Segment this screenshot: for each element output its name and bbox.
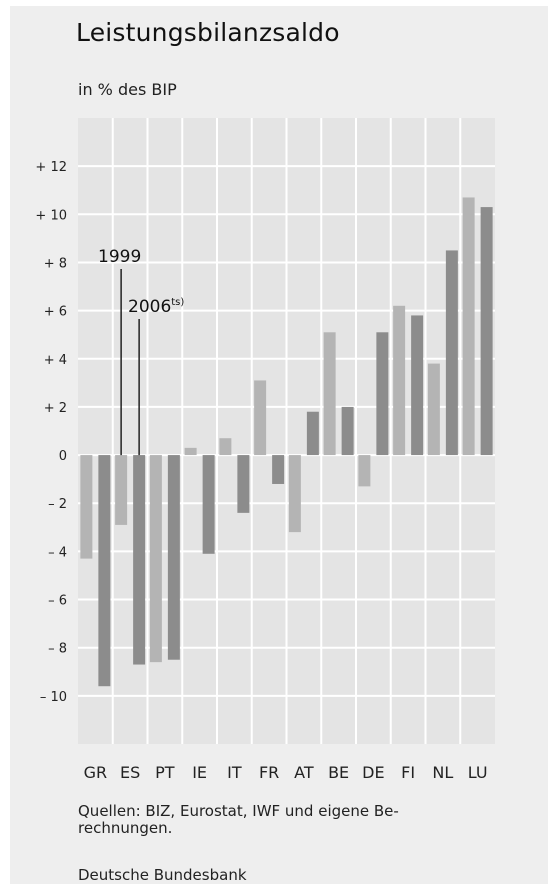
bar-1999-be [323,332,336,456]
publisher: Deutsche Bundesbank [78,866,247,884]
bar-2006-de [376,332,389,456]
bar-2006-gr [98,455,111,687]
y-tick-label: – 6 [48,594,67,609]
category-label: DE [362,763,384,782]
chart-subtitle: in % des BIP [78,80,177,99]
y-tick-label: + 12 [35,160,67,175]
source-note-line-1: Quellen: BIZ, Eurostat, IWF und eigene B… [78,802,399,820]
bar-2006-lu [480,207,493,456]
bar-1999-nl [427,363,440,456]
bar-1999-gr [80,455,93,559]
bar-2006-ie [202,455,215,554]
category-label: LU [468,763,488,782]
bar-chart: + 12 + 10 + 8 + 6 + 4 + 2 0 – 2 – 4 – 6 – 8 – 10 GR E… [35,118,495,782]
bar-1999-ie [184,447,197,456]
y-tick-label: 0 [59,449,67,464]
category-label: AT [294,763,314,782]
y-tick-label: + 10 [35,208,67,223]
bar-2006-nl [445,250,458,456]
bar-1999-it [219,438,232,456]
chart-panel: Leistungsbilanzsaldo in % des BIP + 12 + … [10,6,548,884]
category-label: GR [84,763,108,782]
chart-title: Leistungsbilanzsaldo [76,18,340,47]
bar-1999-pt [149,455,162,663]
y-tick-label: – 2 [48,497,67,512]
category-label: FR [259,763,279,782]
source-note-line-2: rechnungen. [78,819,173,837]
annotation-1999: 1999 [98,247,141,267]
bar-2006-es [133,455,146,665]
category-label: NL [432,763,453,782]
category-label: IE [192,763,207,782]
y-tick-label: + 8 [44,256,67,271]
bar-1999-fi [393,305,406,456]
y-tick-label: + 4 [44,353,67,368]
bar-2006-it [237,455,250,513]
bar-2006-be [341,406,354,456]
bar-1999-lu [462,197,475,456]
bar-2006-at [306,411,319,456]
annotation-2006-superscript: ts) [171,297,184,308]
bar-1999-es [115,455,128,525]
bar-2006-fi [411,315,424,456]
bar-1999-de [358,455,371,487]
annotation-2006: 2006ts) [128,297,184,317]
y-tick-label: + 6 [44,305,67,320]
bar-1999-at [288,455,301,533]
y-tick-label: – 10 [40,690,67,705]
bar-2006-fr [272,455,285,484]
bar-2006-pt [167,455,180,660]
category-label: PT [155,763,175,782]
y-tick-label: – 4 [48,545,67,560]
category-label: FI [401,763,415,782]
category-label: ES [120,763,140,782]
bar-1999-fr [254,380,267,456]
category-label: BE [328,763,349,782]
y-tick-label: + 2 [44,401,67,416]
category-label: IT [227,763,242,782]
source-note: Quellen: BIZ, Eurostat, IWF und eigene B… [78,803,508,837]
y-tick-label: – 8 [48,642,67,657]
